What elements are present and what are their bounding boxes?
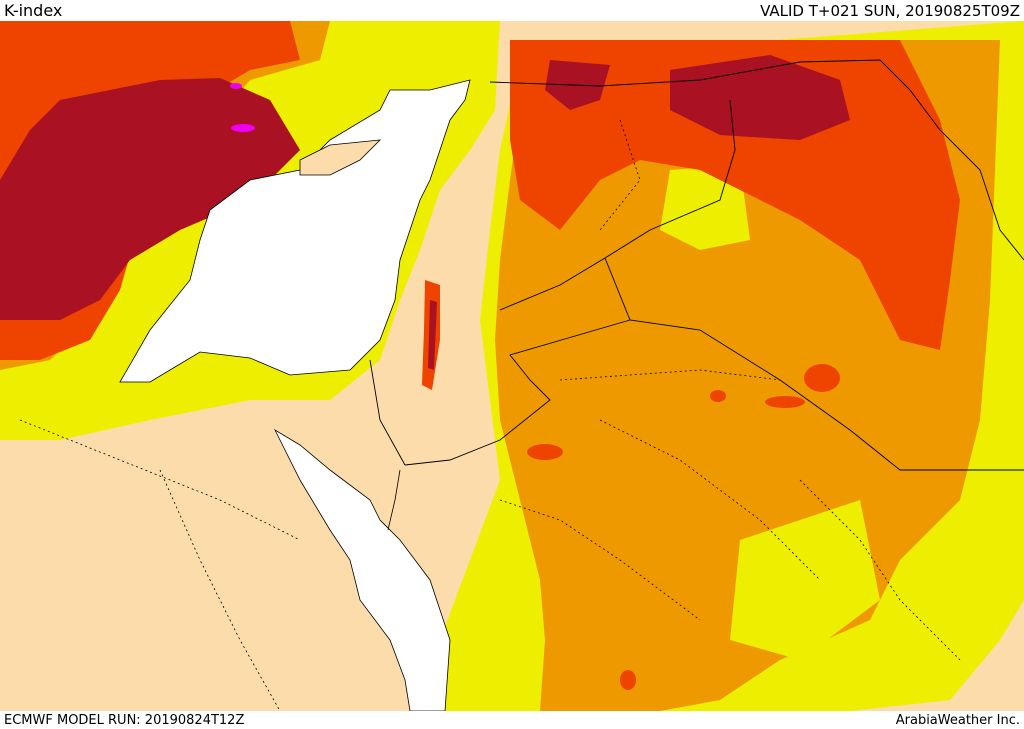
k-zone-darkred-east-1 [670, 55, 850, 140]
k-zone-red-spot-5 [620, 670, 636, 690]
footer-bar [0, 711, 1024, 729]
red-sea [274, 428, 451, 711]
province-borders [19, 119, 961, 711]
k-zone-red-spot-2 [527, 444, 563, 460]
k-zone-magenta-1 [231, 124, 255, 132]
credit-label: ArabiaWeather Inc. [895, 713, 1020, 728]
cyprus-island [299, 139, 382, 176]
k-index-map [0, 21, 1024, 711]
header-bar [0, 0, 1024, 21]
k-zone-magenta-2 [230, 83, 242, 89]
k-zone-red-spot-1 [804, 364, 840, 392]
k-zone-darkred-west [0, 78, 300, 320]
k-zone-yellow-pocket-2 [730, 500, 880, 660]
k-zone-levant-darkred [428, 300, 437, 370]
model-run-label: ECMWF MODEL RUN: 20190824T12Z [4, 713, 245, 728]
k-zone-red-spot-4 [710, 390, 726, 402]
valid-time-label: VALID T+021 SUN, 20190825T09Z [760, 2, 1020, 20]
mediterranean-sea [119, 79, 471, 383]
k-zone-red-spot-3 [765, 396, 805, 408]
k-zone-yellow-pocket-1 [660, 165, 750, 250]
map-title: K-index [4, 1, 63, 20]
gulf-of-aqaba [387, 469, 401, 531]
